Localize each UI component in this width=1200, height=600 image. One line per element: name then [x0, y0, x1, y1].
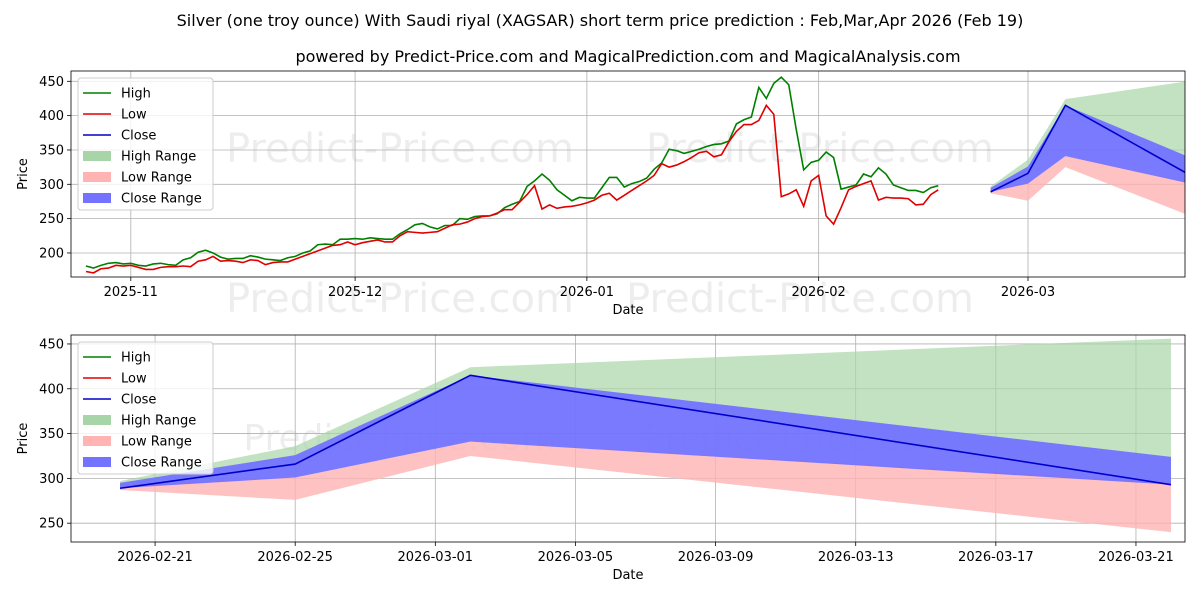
high-line — [85, 76, 939, 269]
legend-key-high-range — [83, 415, 111, 425]
y-tick-label: 300 — [39, 472, 64, 487]
x-tick-label: 2026-01 — [560, 285, 614, 300]
y-tick-label: 300 — [39, 178, 64, 193]
axes-frame — [70, 70, 1186, 278]
legend-label: Low Range — [121, 171, 192, 186]
y-tick-label: 400 — [39, 382, 64, 397]
x-tick-label: 2026-03-17 — [958, 550, 1034, 565]
y-tick-label: 450 — [39, 337, 64, 352]
close-line — [119, 374, 1172, 490]
watermark-2: Predict-Price.com — [646, 126, 994, 172]
y-tick-label: 250 — [39, 212, 64, 227]
legend-label: High Range — [121, 414, 196, 429]
y-tick-label: 250 — [39, 517, 64, 532]
plot-area — [119, 338, 1172, 533]
low-line — [85, 103, 939, 274]
chart-title: Silver (one troy ounce) With Saudi riyal… — [177, 11, 1024, 30]
x-tick-label: 2026-02-25 — [257, 550, 333, 565]
legend-label: High — [121, 87, 151, 102]
y-tick-label: 350 — [39, 143, 64, 158]
chart-subtitle: powered by Predict-Price.com and Magical… — [295, 47, 960, 66]
x-axis-label: Date — [612, 568, 643, 583]
high-range-area — [120, 338, 1171, 489]
legend-key-low-range — [83, 172, 111, 182]
x-tick-label: 2026-03-05 — [538, 550, 614, 565]
legend-key-low-range — [83, 436, 111, 446]
forecast-panel: Predict-Price.comPredict-Price.com250300… — [16, 334, 1186, 583]
x-tick-label: 2026-03-13 — [818, 550, 894, 565]
high-range-area — [990, 81, 1185, 192]
legend-key-high-range — [83, 151, 111, 161]
watermark-3: Predict-Price.com — [226, 276, 574, 322]
legend-label: Low — [121, 108, 147, 123]
legend-label: Low — [121, 372, 147, 387]
y-tick-label: 450 — [39, 75, 64, 90]
legend-label: High — [121, 351, 151, 366]
x-tick-label: 2026-02 — [791, 285, 845, 300]
axes-frame — [70, 334, 1186, 543]
y-axis-label: Price — [16, 158, 31, 190]
y-tick-label: 200 — [39, 246, 64, 261]
x-tick-label: 2026-03 — [1001, 285, 1055, 300]
close-line — [990, 104, 1185, 193]
watermark-1: Predict-Price.com — [226, 126, 574, 172]
y-tick-label: 400 — [39, 109, 64, 124]
legend-label: Close — [121, 393, 156, 408]
legend-label: Close — [121, 129, 156, 144]
close-range-area — [120, 375, 1171, 489]
x-tick-label: 2025-11 — [104, 285, 158, 300]
legend-label: High Range — [121, 150, 196, 165]
legend-key-close-range — [83, 193, 111, 203]
watermark-4: Predict-Price.com — [626, 276, 974, 322]
y-axis-label: Price — [16, 423, 31, 455]
x-tick-label: 2026-03-21 — [1098, 550, 1174, 565]
x-tick-label: 2026-03-09 — [678, 550, 754, 565]
legend-label: Close Range — [121, 456, 202, 471]
legend-box — [77, 341, 214, 475]
low-range-area — [120, 441, 1171, 533]
history-panel: Predict-Price.com Predict-Price.com Predic… — [16, 70, 1186, 322]
legend-label: Close Range — [121, 192, 202, 207]
plot-area — [85, 76, 1185, 274]
x-tick-label: 2026-02-21 — [117, 550, 193, 565]
x-tick-label: 2026-03-01 — [398, 550, 474, 565]
x-tick-label: 2025-12 — [328, 285, 382, 300]
close-range-area — [990, 105, 1185, 192]
x-axis-label: Date — [612, 303, 643, 318]
low-range-area — [990, 156, 1185, 214]
y-tick-label: 350 — [39, 427, 64, 442]
legend-box — [77, 77, 214, 211]
legend-label: Low Range — [121, 435, 192, 450]
legend-key-close-range — [83, 457, 111, 467]
